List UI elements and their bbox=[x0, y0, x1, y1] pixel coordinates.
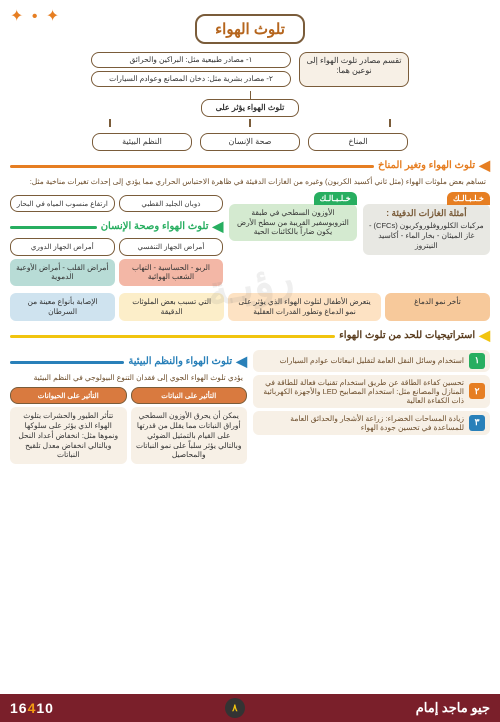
section-health-title: ◀ تلوث الهواء وصحة الإنسان bbox=[10, 218, 223, 235]
sources-list: ١- مصادر طبيعية مثل: البراكين والحرائق ٢… bbox=[91, 52, 291, 87]
circulatory-examples: أمراض القلب - أمراض الأوعية الدموية bbox=[10, 259, 115, 287]
source-human: ٢- مصادر بشرية مثل: دخان المصانع وعوادم … bbox=[91, 71, 291, 87]
effect-climate: المناخ bbox=[308, 133, 408, 151]
plants-effect: يمكن أن يحرق الأوزون السطحي أوراق النبات… bbox=[131, 407, 248, 464]
effects-row: المناخ صحة الإنسان النظم البيئية bbox=[10, 133, 490, 151]
ozone-panel: الأوزون السطحي في طبقة التروبوسفير القري… bbox=[229, 204, 356, 241]
main-title: تلوث الهواء bbox=[195, 14, 305, 44]
strategy-item: ٢ تحسين كفاءة الطاقة عن طريق استخدام تقن… bbox=[253, 375, 490, 408]
arrow-icon: ◀ bbox=[479, 157, 490, 174]
ecosystem-paragraph: يؤدي تلوث الهواء الجوي إلى فقدان التنوع … bbox=[14, 373, 243, 384]
brand-name: جيو ماجد إمام bbox=[416, 700, 490, 716]
ice-melt-box: ذوبان الجليد القطبي bbox=[119, 195, 224, 212]
arrow-icon: ◀ bbox=[236, 353, 247, 370]
animals-effect: تتأثر الطيور والحشرات بتلوث الهواء الذي … bbox=[10, 407, 127, 464]
respiratory-examples: الربو - الحساسية - التهاب الشعب الهوائية bbox=[119, 259, 224, 287]
decor-icon: ✦ • ✦ bbox=[10, 6, 61, 26]
panel-tab: خـلـبـالـك bbox=[447, 192, 490, 205]
brain-dev-box: تأخر نمو الدماغ bbox=[385, 293, 490, 321]
pollutants-box: التي تسبب بعض الملوثات الدقيقة bbox=[119, 293, 224, 321]
plants-tab: التأثير على النباتات bbox=[131, 387, 248, 404]
source-natural: ١- مصادر طبيعية مثل: البراكين والحرائق bbox=[91, 52, 291, 68]
climate-paragraph: تساهم بعض ملوثات الهواء (مثل ثاني أكسيد … bbox=[14, 177, 486, 188]
cancer-box: الإصابة بأنواع معينة من السرطان bbox=[10, 293, 115, 321]
respiratory-box: أمراض الجهاز التنفسي bbox=[119, 238, 224, 255]
animals-tab: التأثير على الحيوانات bbox=[10, 387, 127, 404]
arrow-icon: ◀ bbox=[213, 218, 224, 235]
gases-panel: أمثلة الغازات الدفيئة : مركبات الكلوروفل… bbox=[363, 204, 490, 255]
panel-tab: خـلـبـالـك bbox=[314, 192, 357, 205]
effect-ecosystem: النظم البيئية bbox=[92, 133, 192, 151]
section-strategies-title: ◀ استراتيجيات للحد من تلوث الهواء bbox=[10, 327, 490, 344]
section-ecosystem-title: ◀ تلوث الهواء والنظم البيئية bbox=[10, 353, 247, 370]
intro-box: تقسم مصادر تلوث الهواء إلى نوعين هما: bbox=[299, 52, 409, 87]
sea-level-box: ارتفاع منسوب المياه في البحار bbox=[10, 195, 115, 212]
effects-title: تلوث الهواء يؤثر على bbox=[201, 99, 300, 117]
page-number: ٨ bbox=[225, 698, 245, 718]
circulatory-box: أمراض الجهاز الدوري bbox=[10, 238, 115, 255]
children-box: يتعرض الأطفال لتلوث الهواء الذي يؤثر على… bbox=[228, 293, 381, 321]
strategy-number: ٣ bbox=[469, 415, 485, 431]
strategy-item: ١ استخدام وسائل النقل العامة لتقليل انبع… bbox=[253, 350, 490, 372]
page-content: تلوث الهواء تقسم مصادر تلوث الهواء إلى ن… bbox=[0, 0, 500, 467]
strategy-number: ٢ bbox=[469, 383, 485, 399]
strategy-number: ١ bbox=[469, 353, 485, 369]
arrow-icon: ◀ bbox=[479, 327, 490, 344]
footer-bar: جيو ماجد إمام ٨ 16410 bbox=[0, 694, 500, 722]
strategy-item: ٣ زيادة المساحات الخضراء: زراعة الأشجار … bbox=[253, 411, 490, 435]
effect-health: صحة الإنسان bbox=[200, 133, 300, 151]
footer-code: 16410 bbox=[10, 700, 54, 716]
section-climate-title: ◀ تلوث الهواء وتغير المناخ bbox=[10, 157, 490, 174]
